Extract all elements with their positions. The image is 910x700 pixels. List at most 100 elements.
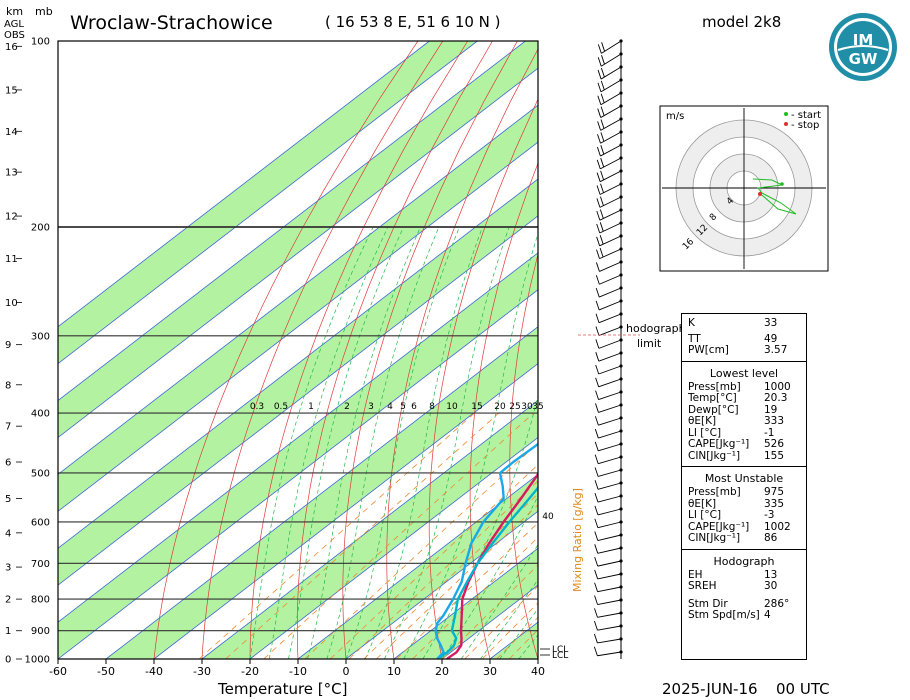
mixing-ratio-tick-label: 0.3 — [250, 402, 264, 412]
barb-flag — [594, 492, 599, 503]
km-tick-label: 14 — [5, 127, 18, 138]
index-key: K — [688, 317, 695, 329]
barb-flag — [596, 159, 601, 170]
barb-shaft — [597, 651, 622, 657]
barb-flag — [600, 93, 605, 103]
index-key: CAPE[Jkg⁻¹] — [688, 520, 750, 533]
index-key: Stm Dir — [688, 597, 728, 610]
barb-shaft — [598, 339, 622, 349]
index-key: θE[K] — [688, 415, 717, 427]
pressure-tick-label: 200 — [31, 223, 50, 234]
index-value: -3 — [764, 509, 775, 521]
index-value: 526 — [764, 438, 785, 450]
index-value: 335 — [764, 497, 785, 510]
barb-shaft — [598, 456, 622, 465]
barb-flag — [594, 428, 599, 439]
index-value: 86 — [764, 532, 778, 544]
barb-flag — [594, 416, 599, 426]
isotherm-line — [58, 67, 538, 438]
profile-line — [434, 442, 538, 659]
hodograph-stop-dot — [784, 122, 788, 126]
mixing-ratio-tick-label: 1 — [308, 402, 314, 412]
pressure-tick-label: 800 — [31, 595, 50, 606]
hodograph-start-dot — [784, 112, 788, 116]
km-tick-label: 13 — [5, 168, 18, 179]
index-row: CIN[Jkg⁻¹] 155 — [682, 449, 806, 463]
barb-shaft — [597, 508, 622, 516]
km-tick-label: 16 — [5, 42, 18, 53]
index-value: 155 — [764, 449, 785, 462]
isotherm-line — [58, 215, 538, 586]
barb-flag — [596, 236, 601, 246]
km-tick-label: 6 — [5, 458, 11, 469]
pressure-tick-label: 900 — [31, 626, 50, 637]
barb-flag — [596, 198, 601, 208]
barb-flag — [599, 235, 604, 245]
barb-flag — [601, 55, 605, 65]
index-value: 1002 — [764, 520, 791, 533]
indices-top-section: K 33 TT 49 PW[cm] 3.57 — [682, 314, 806, 361]
barb-shaft — [597, 560, 622, 567]
temperature-tick-label: 0 — [343, 665, 350, 678]
temperature-tick-label: -30 — [193, 665, 211, 678]
barb-flag — [595, 326, 600, 336]
barb-flag — [600, 170, 605, 181]
indices-panel: K 33 TT 49 PW[cm] 3.57 Lowest level Press[m… — [681, 313, 807, 660]
index-key: Dewp[°C] — [688, 403, 739, 416]
dry-adiabat — [469, 162, 538, 659]
isotherm-line — [153, 363, 538, 659]
station-coords: ( 16 53 8 E, 51 6 10 N ) — [325, 13, 501, 31]
hodograph-start-label: - start — [791, 110, 821, 121]
barb-flag — [595, 262, 600, 272]
km-tick-label: 10 — [5, 298, 18, 309]
temperature-tick-label: -60 — [49, 665, 67, 678]
lowest-level-section: Lowest level Press[mb] 1000 Temp[°C] 20.3 … — [682, 360, 806, 467]
barb-flag — [593, 646, 598, 656]
barb-shaft — [597, 625, 622, 631]
km-tick-label: 5 — [5, 494, 11, 505]
barb-shaft — [597, 586, 622, 593]
barb-flag — [594, 621, 598, 631]
barb-flag — [593, 633, 598, 644]
barb-shaft — [597, 521, 622, 529]
barb-flag — [600, 196, 604, 206]
barb-flag — [594, 480, 599, 490]
barb-flag — [595, 403, 599, 413]
barb-flag — [597, 69, 602, 80]
barb-flag — [595, 339, 600, 349]
mixing-ratio-tick-label: 0.5 — [274, 402, 288, 412]
barb-flag — [594, 582, 599, 592]
index-row: EH 13 — [682, 569, 806, 582]
index-value: 4 — [764, 609, 771, 621]
barb-flag — [600, 183, 604, 193]
barb-shaft — [597, 547, 622, 554]
barb-flag — [594, 441, 599, 451]
barb-flag — [595, 364, 600, 375]
barb-flag — [596, 211, 601, 221]
index-key: PW[cm] — [688, 344, 729, 356]
index-key: θE[K] — [688, 497, 717, 510]
barb-flag — [600, 80, 605, 91]
barb-flag — [595, 313, 600, 323]
mixing-ratio-tick-label: 20 — [494, 402, 506, 412]
mixing-ratio-tick-label: 2 — [344, 402, 350, 412]
barb-shaft — [597, 638, 622, 644]
most-unstable-section: Most Unstable Press[mb] 975 θE[K] 335 LI [… — [682, 466, 806, 549]
mb-label: mb — [35, 5, 53, 18]
temperature-tick-label: 30 — [483, 665, 497, 678]
barb-flag — [594, 467, 599, 477]
index-row: Press[mb] 975 — [682, 486, 806, 499]
hodograph-limit-line2: limit — [637, 337, 662, 350]
barb-flag — [595, 377, 600, 387]
index-row: Stm Spd[m/s] 4 — [682, 609, 806, 622]
time-label: 00 UTC — [776, 680, 830, 698]
isotherm-line — [345, 510, 538, 659]
logo-text-top: IM — [853, 31, 874, 49]
dry-adiabat — [201, 41, 444, 659]
index-row: Press[mb] 1000 — [682, 381, 806, 394]
mixing-ratio-tick-label: 4 — [387, 402, 393, 412]
barb-flag — [597, 44, 602, 54]
barb-flag — [601, 42, 606, 52]
hodograph-limit-line1: hodograph — [626, 322, 686, 335]
